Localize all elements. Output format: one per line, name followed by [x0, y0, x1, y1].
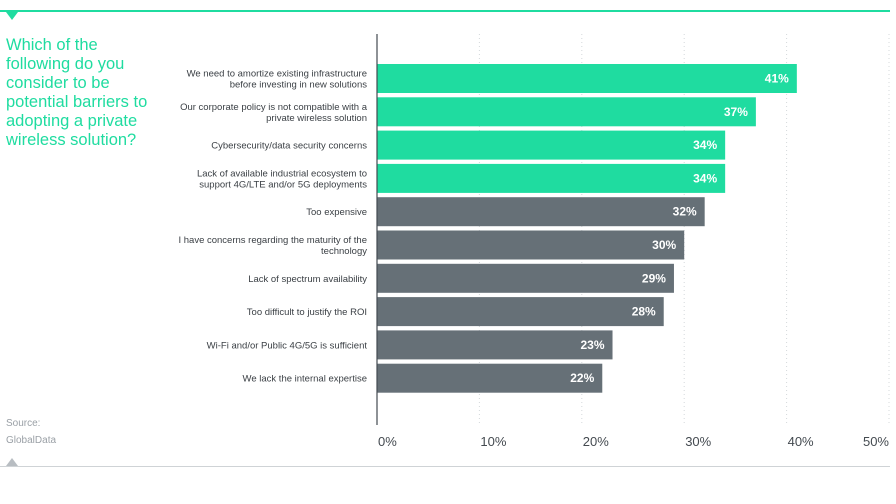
category-label: We lack the internal expertise — [243, 374, 367, 385]
bar-value-label: 37% — [724, 105, 748, 119]
bar — [377, 363, 603, 393]
category-label: Lack of spectrum availability — [248, 274, 367, 285]
category-label: Our corporate policy is not compatible w… — [180, 102, 368, 113]
bar-value-label: 29% — [642, 271, 666, 285]
source-name: GlobalData — [6, 435, 57, 446]
bar — [377, 97, 756, 127]
bar-value-label: 22% — [570, 371, 594, 385]
category-label: I have concerns regarding the maturity o… — [178, 235, 367, 246]
bar — [377, 197, 705, 227]
bar — [377, 163, 726, 193]
bar-value-label: 28% — [632, 305, 656, 319]
bar — [377, 330, 613, 360]
category-label: Lack of available industrial ecosystem t… — [197, 168, 367, 179]
bar-value-label: 30% — [652, 238, 676, 252]
category-label: support 4G/LTE and/or 5G deployments — [199, 179, 367, 190]
category-label: Too expensive — [306, 207, 367, 218]
bar-value-label: 41% — [765, 72, 789, 86]
bar-value-label: 23% — [580, 338, 604, 352]
x-tick-label: 50% — [863, 434, 889, 449]
bar — [377, 230, 685, 260]
x-tick-label: 30% — [685, 434, 711, 449]
bar — [377, 64, 797, 93]
triangle-down-icon — [6, 12, 18, 20]
bar-value-label: 32% — [673, 205, 697, 219]
category-label: Wi-Fi and/or Public 4G/5G is sufficient — [207, 340, 368, 351]
bar — [377, 297, 664, 327]
bar-value-label: 34% — [693, 171, 717, 185]
bar-value-label: 34% — [693, 138, 717, 152]
bar — [377, 263, 674, 293]
chart-question: Which of the following do you consider t… — [6, 36, 148, 149]
category-label: Cybersecurity/data security concerns — [211, 141, 367, 152]
bar — [377, 130, 726, 160]
source-label: Source: — [6, 418, 41, 429]
x-tick-label: 10% — [480, 434, 506, 449]
category-label: We need to amortize existing infrastruct… — [187, 69, 367, 80]
x-tick-label: 40% — [788, 434, 814, 449]
category-label: Too difficult to justify the ROI — [247, 307, 367, 318]
category-label: private wireless solution — [266, 113, 367, 124]
triangle-up-icon — [6, 458, 18, 466]
x-tick-label: 20% — [583, 434, 609, 449]
x-tick-label: 0% — [378, 434, 397, 449]
category-label: technology — [321, 246, 367, 257]
bottom-rule — [0, 466, 890, 467]
top-rule — [0, 10, 890, 12]
category-label: before investing in new solutions — [230, 80, 368, 91]
